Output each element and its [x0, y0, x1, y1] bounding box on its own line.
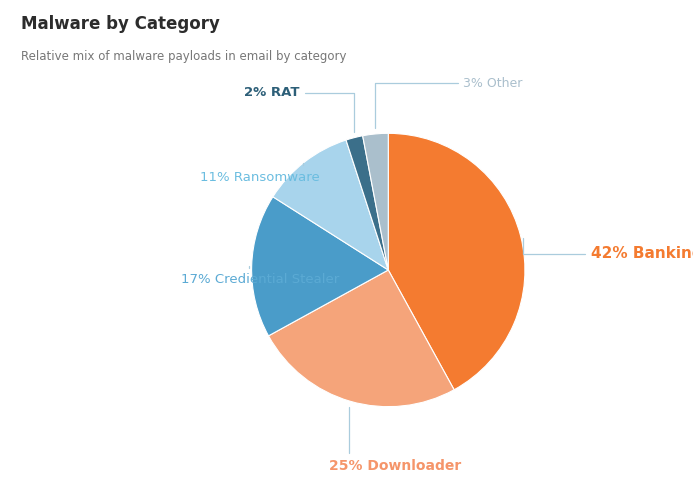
Wedge shape	[252, 197, 388, 336]
Wedge shape	[388, 134, 525, 390]
Text: 3% Other: 3% Other	[375, 76, 523, 128]
Text: Relative mix of malware payloads in email by category: Relative mix of malware payloads in emai…	[21, 50, 346, 63]
Text: 2% RAT: 2% RAT	[245, 86, 353, 132]
Text: Malware by Category: Malware by Category	[21, 15, 220, 33]
Text: 42% Banking: 42% Banking	[523, 238, 693, 261]
Wedge shape	[346, 136, 388, 270]
Text: 25% Downloader: 25% Downloader	[329, 406, 462, 472]
Text: 11% Ransomware: 11% Ransomware	[200, 162, 319, 184]
Wedge shape	[268, 270, 454, 406]
Text: 17% Crediential Stealer: 17% Crediential Stealer	[181, 266, 339, 286]
Wedge shape	[362, 134, 388, 270]
Wedge shape	[273, 140, 388, 270]
